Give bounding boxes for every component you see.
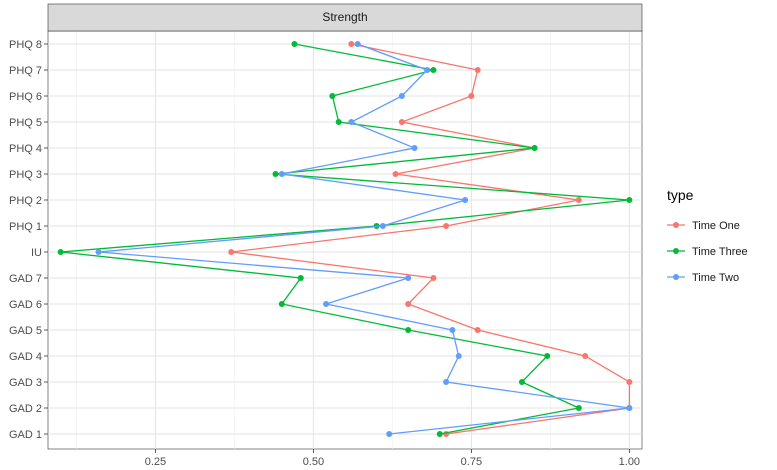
series	[57, 41, 633, 437]
legend: type Time One Time Three Time Two	[667, 187, 748, 284]
x-tick-label: 1.00	[619, 456, 640, 468]
data-point	[436, 431, 443, 437]
y-tick-label: PHQ 8	[9, 39, 42, 51]
y-tick-label: PHQ 5	[9, 117, 42, 129]
y-tick-label: GAD 7	[9, 273, 42, 285]
data-point	[405, 327, 412, 333]
data-point	[348, 41, 355, 47]
data-point	[455, 353, 462, 359]
y-tick-label: GAD 2	[9, 403, 42, 415]
x-tick-label: 0.75	[461, 456, 482, 468]
data-point	[474, 327, 481, 333]
legend-label: Time Two	[692, 272, 739, 284]
y-tick-label: PHQ 7	[9, 65, 42, 77]
data-point	[424, 67, 431, 73]
data-point	[398, 93, 405, 99]
axes: 0.25 0.50 0.75 1.00 GAD 1 GAD 2 GAD 3 GAD 4 GAD …	[9, 39, 640, 468]
data-point	[443, 379, 450, 385]
data-point	[518, 379, 525, 385]
y-tick-label: GAD 5	[9, 325, 42, 337]
legend-key-point	[673, 248, 679, 254]
series-group	[95, 41, 633, 437]
data-point	[95, 249, 102, 255]
grid	[48, 31, 642, 449]
y-tick-label: GAD 3	[9, 377, 42, 389]
data-point	[575, 197, 582, 203]
y-tick-label: PHQ 6	[9, 91, 42, 103]
data-point	[626, 405, 633, 411]
data-point	[272, 171, 279, 177]
data-point	[468, 93, 475, 99]
y-tick-label: GAD 6	[9, 299, 42, 311]
legend-key-point	[673, 222, 679, 228]
facet-strip	[47, 3, 643, 32]
legend-title: type	[667, 187, 694, 203]
data-point	[297, 275, 304, 281]
data-point	[228, 249, 235, 255]
y-tick-label: PHQ 3	[9, 169, 42, 181]
data-point	[329, 93, 336, 99]
series-line	[60, 43, 630, 435]
legend-label: Time Three	[692, 246, 748, 258]
data-point	[575, 405, 582, 411]
y-tick-label: GAD 1	[9, 429, 42, 441]
data-point	[449, 327, 456, 333]
data-point	[323, 301, 330, 307]
data-point	[430, 67, 437, 73]
legend-label: Time One	[692, 220, 740, 232]
data-point	[354, 41, 361, 47]
data-point	[474, 67, 481, 73]
data-point	[430, 275, 437, 281]
data-point	[335, 119, 342, 125]
data-point	[398, 119, 405, 125]
series-group	[57, 41, 633, 437]
data-point	[405, 275, 412, 281]
y-tick-label: PHQ 4	[9, 143, 42, 155]
y-tick-label: GAD 4	[9, 351, 42, 363]
data-point	[626, 197, 633, 203]
series-line	[98, 43, 630, 435]
data-point	[544, 353, 551, 359]
data-point	[392, 171, 399, 177]
data-point	[462, 197, 469, 203]
data-point	[278, 171, 285, 177]
data-point	[582, 353, 589, 359]
panel-background	[47, 30, 643, 450]
data-point	[411, 145, 418, 151]
data-point	[531, 145, 538, 151]
data-point	[386, 431, 393, 437]
series-line	[231, 43, 631, 435]
data-point	[379, 223, 386, 229]
y-tick-label: PHQ 2	[9, 195, 42, 207]
y-tick-label: PHQ 1	[9, 221, 42, 233]
data-point	[278, 301, 285, 307]
facet-strip-label: Strength	[322, 10, 367, 24]
data-point	[405, 301, 412, 307]
data-point	[291, 41, 298, 47]
data-point	[348, 119, 355, 125]
data-point	[626, 379, 633, 385]
x-tick-label: 0.25	[145, 456, 166, 468]
x-tick-label: 0.50	[303, 456, 324, 468]
legend-key-point	[673, 274, 679, 280]
y-tick-label: IU	[31, 247, 42, 259]
data-point	[443, 223, 450, 229]
data-point	[57, 249, 64, 255]
